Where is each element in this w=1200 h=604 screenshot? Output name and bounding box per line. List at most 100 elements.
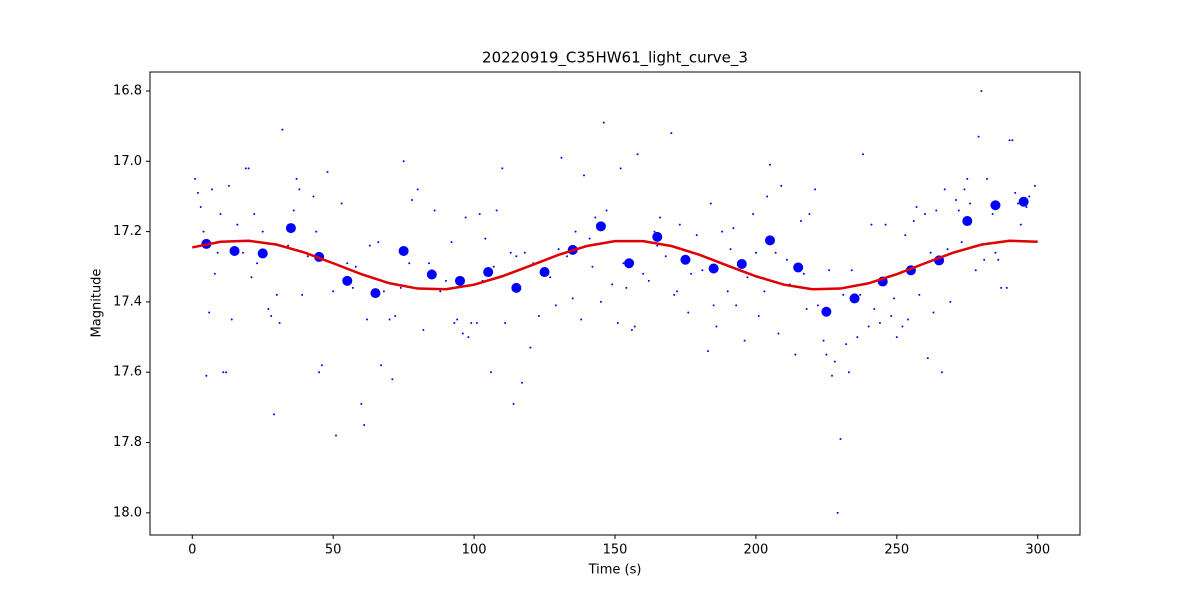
data-point (444, 279, 447, 282)
data-point (873, 307, 876, 310)
data-point (199, 205, 202, 208)
data-point (554, 304, 557, 307)
data-point (583, 174, 585, 177)
data-point (340, 202, 343, 205)
data-point (416, 188, 419, 191)
binned-point (821, 306, 832, 317)
data-point (253, 213, 256, 216)
data-point (690, 272, 693, 275)
data-point (893, 297, 895, 300)
data-point (391, 378, 394, 381)
x-tick-label: 100 (462, 543, 487, 558)
data-point (287, 244, 290, 247)
binned-point (539, 267, 550, 278)
data-point (777, 332, 780, 335)
data-point (862, 153, 864, 156)
fit-line (192, 239, 1038, 291)
binned-point (793, 262, 804, 273)
data-point (594, 216, 597, 219)
data-point (636, 153, 639, 156)
data-point (884, 223, 887, 226)
data-point (225, 371, 228, 374)
data-point (859, 293, 862, 296)
data-point (673, 293, 676, 296)
data-point (994, 251, 997, 254)
data-point (701, 269, 704, 272)
data-point (687, 311, 690, 314)
data-point (997, 258, 1000, 261)
data-point (298, 188, 301, 191)
binned-point (370, 288, 381, 299)
data-point (974, 269, 977, 272)
data-point (377, 241, 380, 244)
plot-area (192, 89, 1038, 514)
data-point (670, 132, 673, 135)
data-point (605, 209, 608, 212)
data-point (839, 438, 842, 441)
data-point (752, 213, 755, 216)
binned-point (990, 200, 1001, 211)
data-point (335, 434, 337, 437)
data-point (320, 364, 323, 367)
data-point (757, 314, 760, 317)
data-point (825, 353, 828, 356)
data-point (219, 213, 222, 216)
data-point (484, 237, 487, 240)
data-point (856, 336, 859, 339)
data-point (230, 318, 233, 321)
data-point (227, 184, 230, 187)
data-point (247, 167, 250, 170)
data-point (1033, 184, 1036, 187)
binned-point (680, 254, 691, 265)
data-point (831, 374, 833, 377)
data-point (408, 262, 411, 265)
data-point (822, 339, 825, 342)
data-point (461, 332, 464, 335)
chart-title: 20220919_C35HW61_light_curve_3 (482, 49, 748, 68)
data-point (475, 322, 478, 325)
data-point (794, 353, 797, 356)
data-point (918, 293, 921, 296)
binned-point (595, 221, 606, 232)
data-point (467, 336, 470, 339)
data-point (492, 265, 495, 268)
data-point (780, 184, 783, 187)
binned-point (257, 248, 268, 259)
data-point (949, 300, 952, 303)
y-axis-label: Magnitude (90, 269, 105, 338)
data-point (955, 198, 957, 201)
binned-point (426, 269, 437, 280)
data-point (622, 262, 625, 265)
data-point (1000, 286, 1003, 289)
data-point (924, 213, 926, 216)
data-point (560, 156, 563, 159)
binned-point (342, 275, 353, 286)
data-point (754, 251, 757, 254)
data-point (428, 262, 430, 265)
binned-point (455, 275, 465, 286)
data-point (715, 325, 718, 328)
data-point (1014, 191, 1017, 194)
data-point (512, 402, 515, 405)
data-point (828, 269, 831, 272)
data-point (929, 251, 932, 254)
data-point (399, 286, 402, 289)
data-point (763, 290, 766, 293)
data-point (326, 170, 329, 173)
data-point (943, 188, 946, 191)
data-point (845, 343, 848, 346)
data-point (932, 311, 935, 314)
data-point (769, 163, 771, 166)
data-point (653, 230, 656, 233)
y-tick-label: 18.0 (113, 505, 142, 520)
data-point (315, 230, 318, 233)
data-point (847, 371, 850, 374)
data-point (633, 325, 636, 328)
data-point (478, 213, 481, 216)
data-point (211, 188, 213, 191)
data-point (360, 402, 363, 405)
data-point (295, 177, 298, 180)
data-point (611, 283, 614, 286)
data-point (267, 307, 270, 310)
